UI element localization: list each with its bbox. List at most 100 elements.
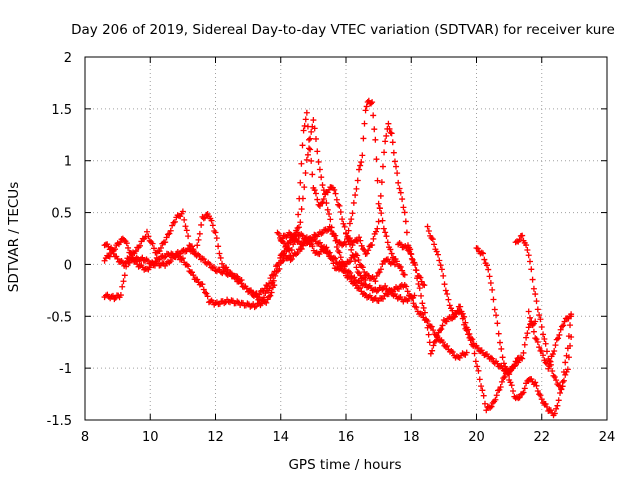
data-point [185,263,192,270]
data-point [359,246,366,253]
data-point [396,263,403,270]
data-point [374,177,381,184]
data-point [463,327,470,334]
data-point [492,396,499,403]
data-point [298,206,305,213]
data-point [557,382,564,389]
data-point [316,239,323,246]
data-point [347,258,354,265]
data-point [387,129,394,136]
data-point [430,342,437,349]
data-point [199,281,206,288]
data-point [277,254,284,261]
data-point [372,136,379,143]
data-point [525,308,532,315]
data-point [339,216,346,223]
data-point [485,266,492,273]
data-point [356,234,363,241]
data-point [540,352,547,359]
data-point [524,246,531,253]
data-point [295,224,302,231]
data-point [495,330,502,337]
data-point [302,116,309,123]
data-point [117,292,124,299]
data-point [397,189,404,196]
data-point [288,246,295,253]
data-point [309,171,316,178]
data-point [288,256,295,263]
data-point [441,281,448,288]
data-point [426,339,433,346]
data-point [143,228,150,235]
data-point [232,275,239,282]
data-point [534,306,541,313]
data-point [200,215,207,222]
data-point [149,240,156,247]
data-point [202,289,209,296]
data-point [521,385,528,392]
data-point [114,255,121,262]
data-point [312,135,319,142]
data-point [418,278,425,285]
data-point [413,304,420,311]
data-point [335,201,342,208]
data-point [537,392,544,399]
data-point [123,240,130,247]
data-point [434,334,441,341]
data-point [363,103,370,110]
data-point [369,99,376,106]
data-point [536,312,543,319]
data-point [558,386,565,393]
data-point [211,264,218,271]
data-point [359,152,366,159]
data-point [534,388,541,395]
data-point [506,371,513,378]
series-sat-k [512,232,575,393]
data-point [373,273,380,280]
data-point [304,123,311,130]
data-point [494,320,501,327]
data-point [358,159,365,166]
x-tick-label: 16 [338,430,355,445]
data-point [200,256,207,263]
data-point [318,174,325,181]
data-point [516,236,523,243]
data-point [396,240,403,247]
series-sat-d [274,109,369,283]
data-point [389,139,396,146]
data-point [528,318,535,325]
data-point [489,355,496,362]
data-point [500,360,507,367]
data-point [444,343,451,350]
data-point [318,200,325,207]
data-point [185,233,192,240]
data-point [559,379,566,386]
data-point [449,307,456,314]
data-point [536,391,543,398]
data-point [260,294,267,301]
data-point [190,248,197,255]
data-point [438,326,445,333]
data-point [169,222,176,229]
data-point [419,300,426,307]
data-point [256,291,263,298]
data-point [481,400,488,407]
data-point [437,262,444,269]
data-point [563,352,570,359]
data-point [353,264,360,271]
data-point [167,258,174,265]
data-point [551,410,558,417]
data-point [483,262,490,269]
data-point [388,130,395,137]
data-point [307,146,314,153]
data-point [363,250,370,257]
data-point [379,261,386,268]
data-point [212,229,219,236]
data-point [553,336,560,343]
data-point [428,323,435,330]
series-sat-m [245,229,398,300]
data-point [319,182,326,189]
data-point [189,269,196,276]
data-point [358,242,365,249]
data-point [380,225,387,232]
